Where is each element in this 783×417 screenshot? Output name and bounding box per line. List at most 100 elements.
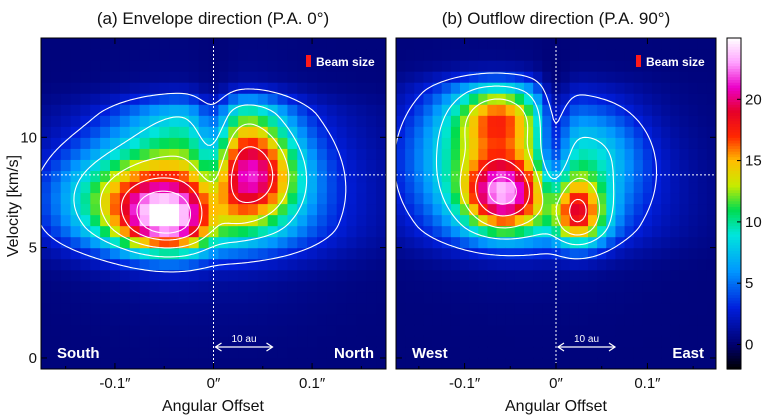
heatmap-cell xyxy=(326,49,338,61)
heatmap-cell xyxy=(706,324,716,337)
heatmap-cell xyxy=(100,335,111,348)
heatmap-cell xyxy=(60,60,72,72)
heatmap-cell xyxy=(478,357,489,369)
heatmap-cell xyxy=(228,49,239,61)
heatmap-cell xyxy=(238,71,249,83)
heatmap-cell xyxy=(100,38,111,50)
heatmap-cell xyxy=(478,159,489,171)
heatmap-cell xyxy=(615,258,626,271)
heatmap-cell xyxy=(670,302,681,315)
heatmap-cell xyxy=(450,357,461,369)
heatmap-cell xyxy=(179,214,190,227)
heatmap-cell xyxy=(376,71,386,83)
heatmap-cell xyxy=(670,93,681,105)
heatmap-cell xyxy=(287,302,298,315)
heatmap-cell xyxy=(41,269,52,282)
heatmap-cell xyxy=(139,269,151,282)
heatmap-cell xyxy=(679,148,690,160)
heatmap-cell xyxy=(706,214,716,227)
heatmap-cell xyxy=(396,148,406,160)
heatmap-cell xyxy=(307,203,318,216)
heatmap-cell xyxy=(469,71,479,83)
heatmap-cell xyxy=(706,60,716,72)
colorbar-segment xyxy=(727,76,741,80)
heatmap-cell xyxy=(307,346,318,359)
heatmap-cell xyxy=(505,49,516,61)
heatmap-cell xyxy=(533,225,543,238)
x-tick-label: 0.1″ xyxy=(634,375,661,392)
heatmap-cell xyxy=(41,93,52,105)
colorbar-segment xyxy=(727,162,741,166)
heatmap-cell xyxy=(633,126,644,138)
heatmap-cell xyxy=(50,82,62,94)
heatmap-cell xyxy=(560,148,571,160)
colorbar-segment xyxy=(727,231,741,235)
heatmap-cell xyxy=(41,313,52,326)
heatmap-cell xyxy=(50,269,62,282)
heatmap-cell xyxy=(317,258,328,271)
heatmap-cell xyxy=(432,302,443,315)
heatmap-cell xyxy=(198,93,210,105)
heatmap-cell xyxy=(277,137,289,149)
heatmap-cell xyxy=(597,225,607,238)
heatmap-cell xyxy=(633,346,644,359)
heatmap-cell xyxy=(578,49,589,61)
heatmap-cell xyxy=(277,236,289,249)
heatmap-cell xyxy=(588,291,598,304)
heatmap-cell xyxy=(642,181,653,194)
heatmap-cell xyxy=(376,258,386,271)
colorbar-segment xyxy=(727,319,741,323)
heatmap-cell xyxy=(297,258,308,271)
heatmap-cell xyxy=(679,159,690,171)
heatmap-cell xyxy=(615,148,626,160)
heatmap-cell xyxy=(336,280,348,293)
heatmap-cell xyxy=(100,115,111,127)
contour-line xyxy=(396,72,658,260)
heatmap-cell xyxy=(588,236,598,249)
heatmap-cell xyxy=(198,126,210,138)
heatmap-cell xyxy=(297,126,308,138)
heatmap-cell xyxy=(80,181,91,194)
colorbar-frame xyxy=(726,37,742,370)
heatmap-cell xyxy=(405,225,415,238)
heatmap-cell xyxy=(597,82,607,94)
heatmap-cell xyxy=(169,159,180,171)
heatmap-cell xyxy=(697,71,708,83)
heatmap-cell xyxy=(624,258,635,271)
heatmap-cell xyxy=(70,192,82,205)
heatmap-cell xyxy=(670,247,681,260)
heatmap-cell xyxy=(366,192,377,205)
heatmap-cell xyxy=(257,280,269,293)
colorbar-segment xyxy=(727,206,741,210)
heatmap-cell xyxy=(606,225,617,238)
heatmap-cell xyxy=(110,258,121,271)
heatmap-cell xyxy=(119,49,131,61)
heatmap-cell xyxy=(524,170,534,183)
heatmap-cell xyxy=(569,148,580,160)
heatmap-cell xyxy=(578,203,589,216)
heatmap-cell xyxy=(469,313,479,326)
heatmap-cell xyxy=(551,71,562,83)
heatmap-cell xyxy=(496,335,507,348)
scale-bar-arrowhead-right xyxy=(266,342,274,352)
heatmap-cell xyxy=(661,148,671,160)
heatmap-cell xyxy=(179,357,190,369)
heatmap-cell xyxy=(70,60,82,72)
heatmap-cell xyxy=(60,324,72,337)
heatmap-cell xyxy=(524,225,534,238)
heatmap-cell xyxy=(326,159,338,171)
colorbar-segment xyxy=(727,322,741,326)
heatmap-cell xyxy=(198,170,210,183)
heatmap-cell xyxy=(376,137,386,149)
heatmap-cell xyxy=(450,137,461,149)
heatmap-cell xyxy=(569,71,580,83)
heatmap-cell xyxy=(376,302,386,315)
heatmap-cell xyxy=(670,137,681,149)
heatmap-cell xyxy=(317,313,328,326)
heatmap-cell xyxy=(642,49,653,61)
heatmap-cell xyxy=(688,357,699,369)
heatmap-cell xyxy=(119,38,131,50)
heatmap-cell xyxy=(652,148,662,160)
heatmap-cell xyxy=(624,291,635,304)
colorbar-segment xyxy=(727,286,741,290)
